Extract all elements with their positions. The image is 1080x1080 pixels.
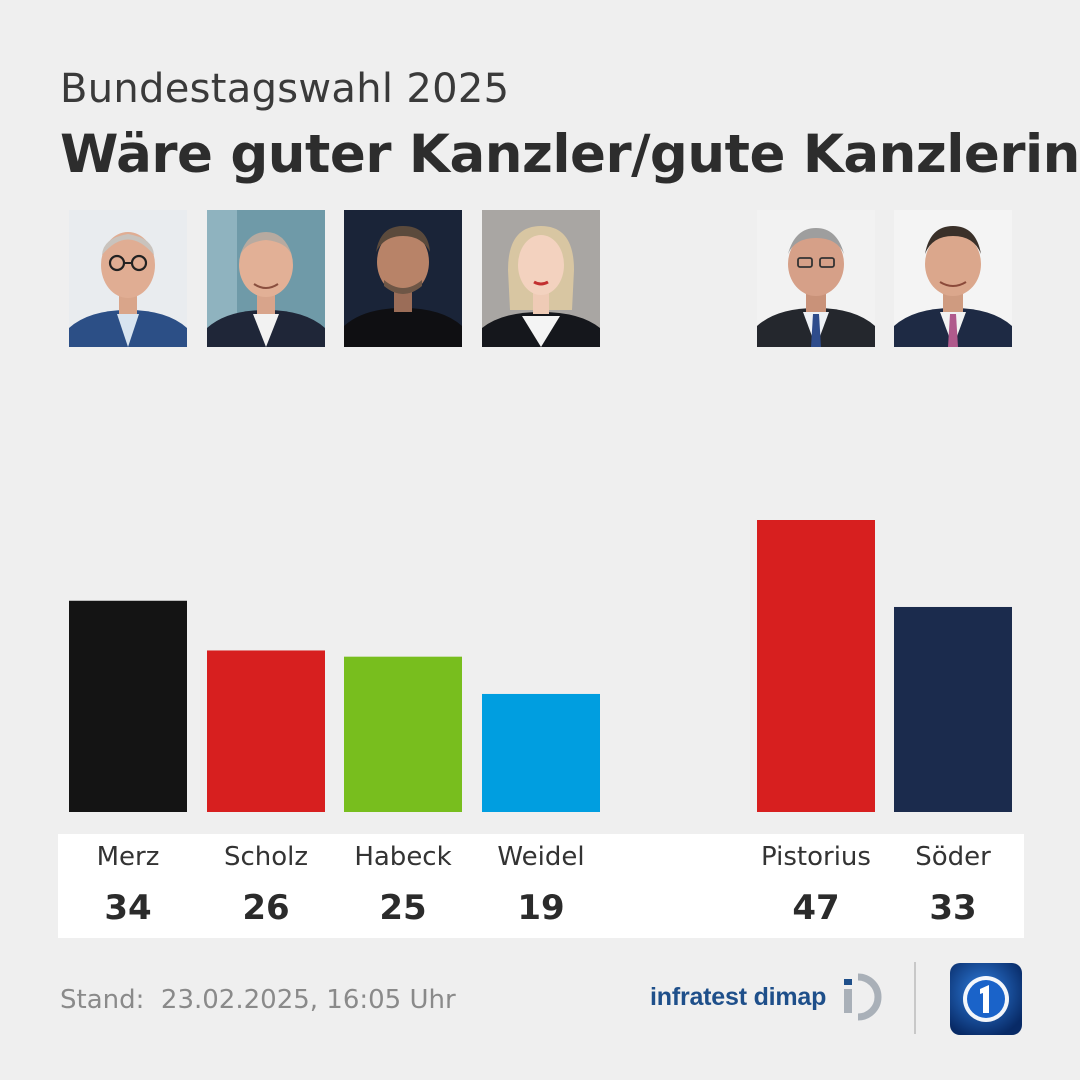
chart-subtitle: Bundestagswahl 2025 <box>60 66 510 112</box>
stand-value: 23.02.2025, 16:05 Uhr <box>160 985 456 1015</box>
portrait-weidel <box>482 210 600 347</box>
source-logo: infratest dimap <box>650 972 886 1022</box>
bar-scholz <box>207 650 325 812</box>
footer-divider <box>914 962 916 1034</box>
footer-stand: Stand: 23.02.2025, 16:05 Uhr <box>60 985 456 1015</box>
category-label: Merz <box>96 842 160 872</box>
value-label: 26 <box>242 888 290 928</box>
category-label: Pistorius <box>761 842 871 872</box>
label-panel <box>58 834 1024 938</box>
bar-pistorius <box>757 520 875 812</box>
infratest-logo-icon <box>844 973 882 1021</box>
value-label: 33 <box>929 888 977 928</box>
portrait-merz <box>69 210 187 347</box>
stand-label: Stand: <box>60 985 145 1015</box>
category-label: Scholz <box>223 842 309 872</box>
bar-merz <box>69 600 187 812</box>
value-label: 19 <box>517 888 565 928</box>
value-label: 34 <box>104 888 152 928</box>
category-label: Weidel <box>497 842 585 872</box>
portrait-habeck <box>344 210 462 347</box>
portrait-scholz <box>207 210 325 347</box>
value-label: 47 <box>792 888 840 928</box>
bar-söder <box>894 606 1012 812</box>
bar-weidel <box>482 693 600 812</box>
bar-habeck <box>344 656 462 812</box>
category-label: Söder <box>915 842 991 872</box>
tagesschau-logo-icon <box>950 963 1022 1035</box>
source-name: infratest dimap <box>650 982 827 1011</box>
chart-title: Wäre guter Kanzler/gute Kanzlerin <box>60 124 1080 185</box>
value-label: 25 <box>379 888 427 928</box>
portrait-pistorius <box>757 210 875 347</box>
portrait-soeder <box>894 210 1012 347</box>
category-label: Habeck <box>354 842 452 872</box>
